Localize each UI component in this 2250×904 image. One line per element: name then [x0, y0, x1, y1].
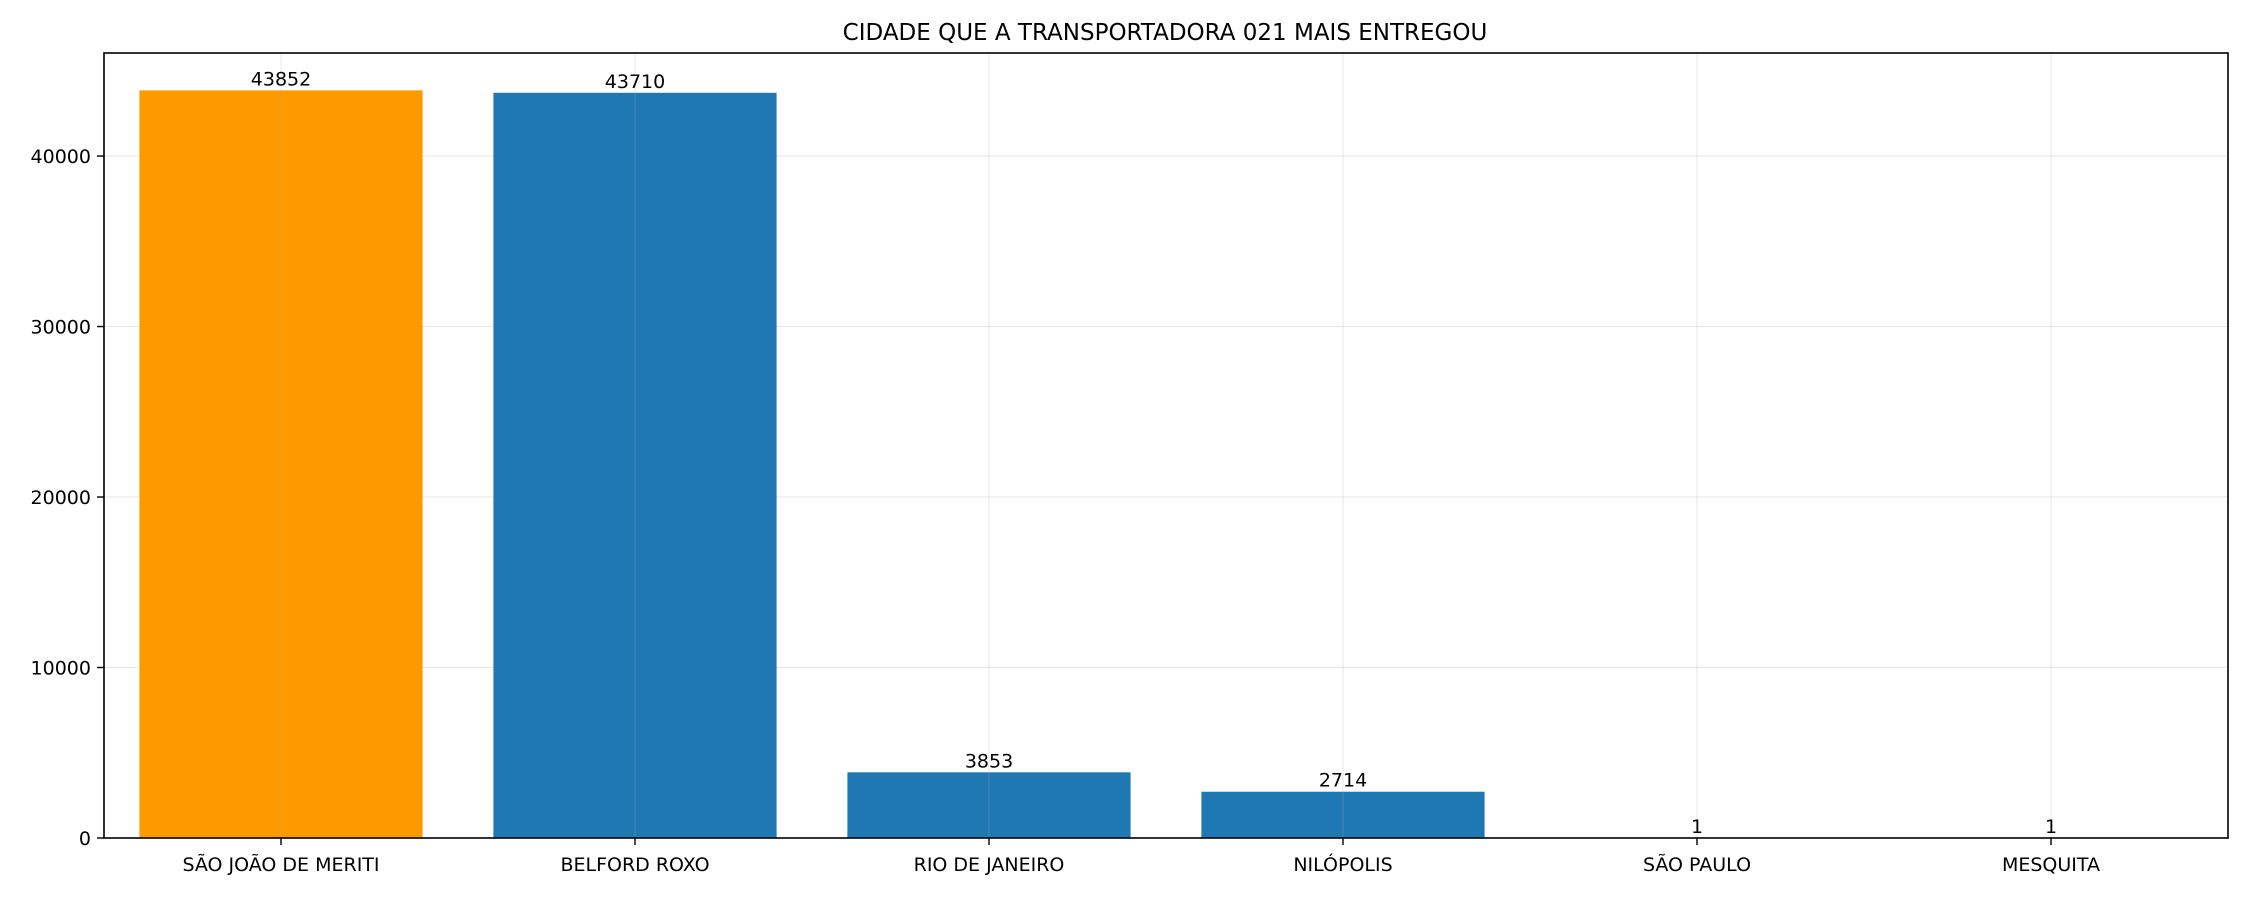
- y-axis-ticks: 0 10000 20000 30000 40000: [31, 146, 104, 850]
- bar-value-label: 43710: [605, 71, 665, 93]
- x-tick-label: MESQUITA: [2002, 854, 2100, 876]
- x-tick-label: NILÓPOLIS: [1293, 852, 1392, 876]
- y-tick-label: 0: [79, 828, 91, 850]
- bar-value-label: 1: [2045, 816, 2057, 838]
- x-tick-label: BELFORD ROXO: [560, 854, 709, 876]
- x-tick-label: RIO DE JANEIRO: [914, 854, 1065, 876]
- x-tick-label: SÃO PAULO: [1643, 853, 1751, 876]
- y-tick-label: 40000: [31, 146, 91, 168]
- y-tick-label: 10000: [31, 658, 91, 680]
- bar-value-label: 43852: [251, 68, 311, 90]
- chart-title: CIDADE QUE A TRANSPORTADORA 021 MAIS ENT…: [843, 20, 1488, 46]
- bar-value-label: 1: [1691, 816, 1703, 838]
- bar-value-label: 3853: [965, 750, 1013, 772]
- y-tick-label: 30000: [31, 317, 91, 339]
- y-tick-label: 20000: [31, 487, 91, 509]
- x-axis-ticks: SÃO JOÃO DE MERITI BELFORD ROXO RIO DE JAN…: [182, 838, 2100, 876]
- bar-value-label: 2714: [1319, 770, 1367, 792]
- bar-layer: [139, 90, 2192, 838]
- x-tick-label: SÃO JOÃO DE MERITI: [182, 853, 379, 876]
